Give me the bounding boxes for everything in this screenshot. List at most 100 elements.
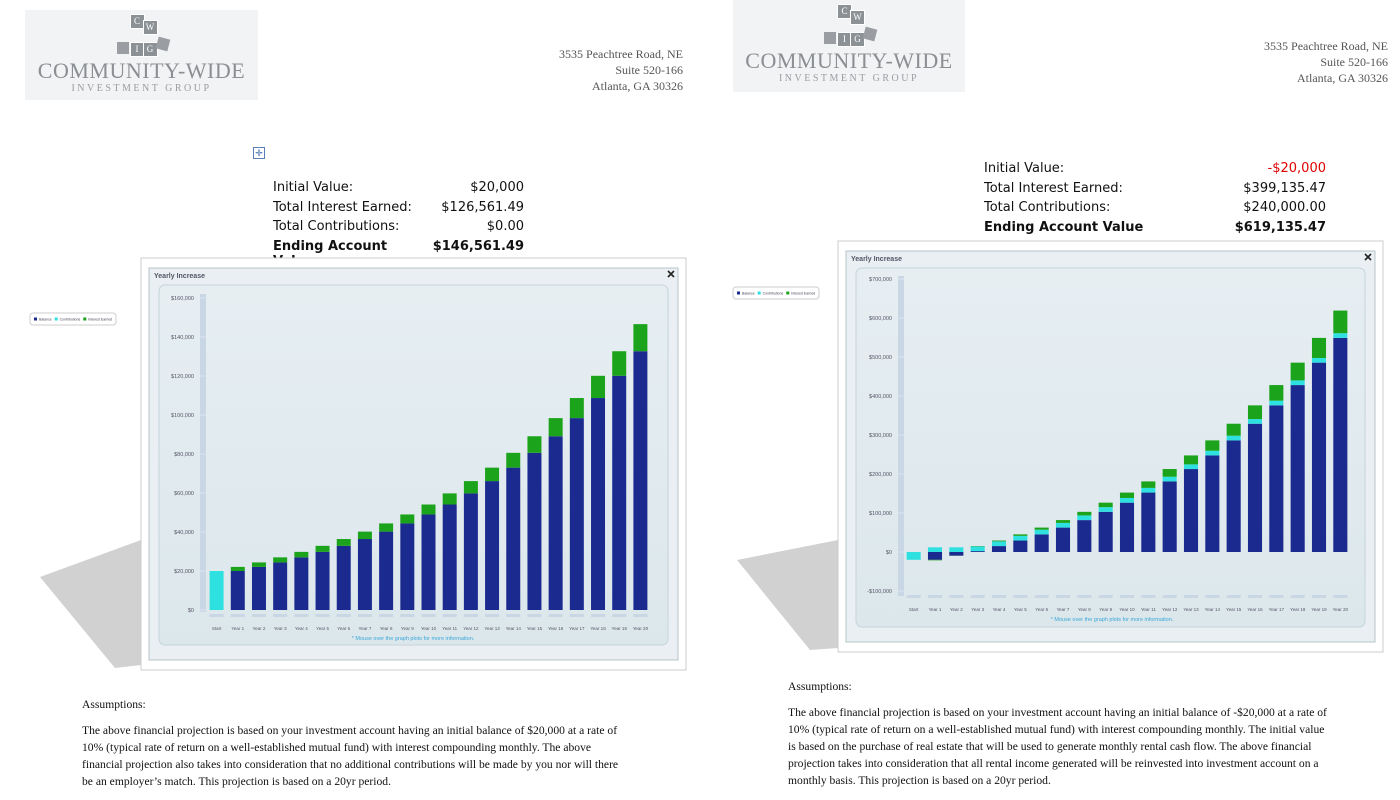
x-axis-tab <box>357 614 372 617</box>
address-line: Atlanta, GA 30326 <box>592 79 683 93</box>
x-axis-tab <box>379 614 394 617</box>
x-axis-tab <box>569 614 584 617</box>
legend: Balance Contributions Interest Earned <box>732 286 820 300</box>
x-tick-label: Year 15 <box>1226 607 1242 612</box>
legend-label: Interest Earned <box>88 318 112 322</box>
close-icon <box>667 270 675 278</box>
bar-segment <box>1119 492 1135 498</box>
assumptions-heading: Assumptions: <box>82 698 146 711</box>
summary-value: -$20,000 <box>1267 161 1326 176</box>
bar-segment <box>591 398 606 610</box>
bar-segment <box>230 566 245 571</box>
x-axis-tab <box>1162 595 1177 598</box>
x-tick-label: Year 3 <box>274 626 287 631</box>
y-tick-label: $100,000 <box>171 413 194 419</box>
chart-title: Yearly Increase <box>851 256 902 263</box>
y-tick-label: $40,000 <box>174 530 194 536</box>
summary-label: Initial Value: <box>984 161 1065 176</box>
bar-segment <box>1290 380 1305 386</box>
x-tick-label: Year 8 <box>380 626 393 631</box>
bar-segment <box>1055 520 1071 523</box>
bar-segment <box>463 493 478 610</box>
y-tick-label: $60,000 <box>174 491 194 497</box>
x-axis-tab <box>1226 595 1241 598</box>
plot-panel <box>855 267 1366 628</box>
logo-box <box>116 42 129 54</box>
summary-row: Total Contributions: $0.00 <box>273 219 524 239</box>
x-axis-tab <box>527 614 542 617</box>
x-tick-label: Year 7 <box>358 626 371 631</box>
bar-segment <box>379 523 394 532</box>
bar-segment <box>991 546 1007 552</box>
legend: Balance Contributions Interest Earned <box>29 312 117 326</box>
bar-segment <box>1205 440 1220 451</box>
close-icon <box>1364 253 1372 261</box>
x-axis-tab <box>336 614 351 617</box>
x-axis-tab <box>1333 595 1348 598</box>
logo-sub: INVESTMENT GROUP <box>778 73 920 84</box>
x-tick-label: Year 19 <box>1311 607 1327 612</box>
bar-segment <box>251 566 266 610</box>
bar-segment <box>1226 435 1241 441</box>
logo-name: COMMUNITY-WIDE <box>37 58 246 83</box>
bar-segment <box>1098 507 1113 512</box>
bar-segment <box>1269 400 1284 406</box>
x-tick-label: Year 14 <box>1205 607 1221 612</box>
summary: Initial Value: $20,000 Total Interest Earn… <box>273 180 524 269</box>
x-axis-tab <box>1141 595 1156 598</box>
bar-segment <box>1034 527 1049 530</box>
y-tick-label: $100,000 <box>869 511 892 517</box>
summary-row: Ending Account Value:$146,561.49 <box>273 239 524 269</box>
bar-segment <box>548 436 563 610</box>
y-tick-label: $160,000 <box>171 296 194 302</box>
x-tick-label: Year 9 <box>1099 607 1112 612</box>
x-tick-label: Year 11 <box>1141 607 1157 612</box>
bar-segment <box>548 418 563 437</box>
legend-swatch <box>54 317 58 321</box>
bar-segment <box>485 467 500 482</box>
close-button[interactable] <box>667 270 675 278</box>
bar-segment <box>1333 310 1348 334</box>
x-tick-label: Year 19 <box>612 626 628 631</box>
summary-row: Ending Account Value $619,135.47 <box>984 220 1326 240</box>
bar-segment <box>612 375 627 610</box>
logo-box <box>824 32 836 44</box>
bar-segment <box>1269 385 1284 401</box>
x-tick-label: Year 13 <box>484 626 500 631</box>
y-tick-label: $20,000 <box>174 569 194 575</box>
bar-segment <box>506 452 521 468</box>
x-axis-tab <box>1311 595 1327 598</box>
x-axis-tab <box>273 614 288 617</box>
bar-segment <box>421 514 436 610</box>
x-axis-tab <box>1055 595 1071 598</box>
bar-segment <box>569 398 584 419</box>
bar-segment <box>1055 522 1071 528</box>
summary-value: $0.00 <box>486 219 524 234</box>
bar-segment <box>970 546 985 552</box>
y-tick-label: $0 <box>188 608 194 614</box>
logo-box: G <box>850 32 865 47</box>
bar-segment <box>949 552 964 556</box>
y-tick-label: $200,000 <box>869 472 892 478</box>
x-tick-label: Year 11 <box>442 626 458 631</box>
logo: C W I G COMMUNITY-WIDE INVESTMENT GROUP <box>733 0 965 92</box>
x-tick-label: Year 16 <box>548 626 564 631</box>
logo-box: W <box>142 20 158 35</box>
x-tick-label: Year 17 <box>1269 607 1285 612</box>
bar-segment <box>591 375 606 399</box>
close-button[interactable] <box>1364 253 1372 261</box>
bar-segment <box>1162 476 1177 482</box>
x-tick-label: Year 18 <box>590 626 606 631</box>
address: 3535 Peachtree Road, NE Suite 520-166 Atla… <box>1264 38 1388 86</box>
x-tick-label: Year 13 <box>1183 607 1199 612</box>
legend-label: Balance <box>742 292 755 296</box>
legend-box <box>732 286 820 300</box>
logo-sub: INVESTMENT GROUP <box>71 83 212 94</box>
y-tick-label: $500,000 <box>869 355 892 361</box>
x-tick-label: Year 12 <box>463 626 479 631</box>
x-tick-label: Year 17 <box>569 626 585 631</box>
bar-segment <box>485 481 500 610</box>
bar-segment <box>1141 492 1156 552</box>
x-tick-label: Year 4 <box>295 626 308 631</box>
